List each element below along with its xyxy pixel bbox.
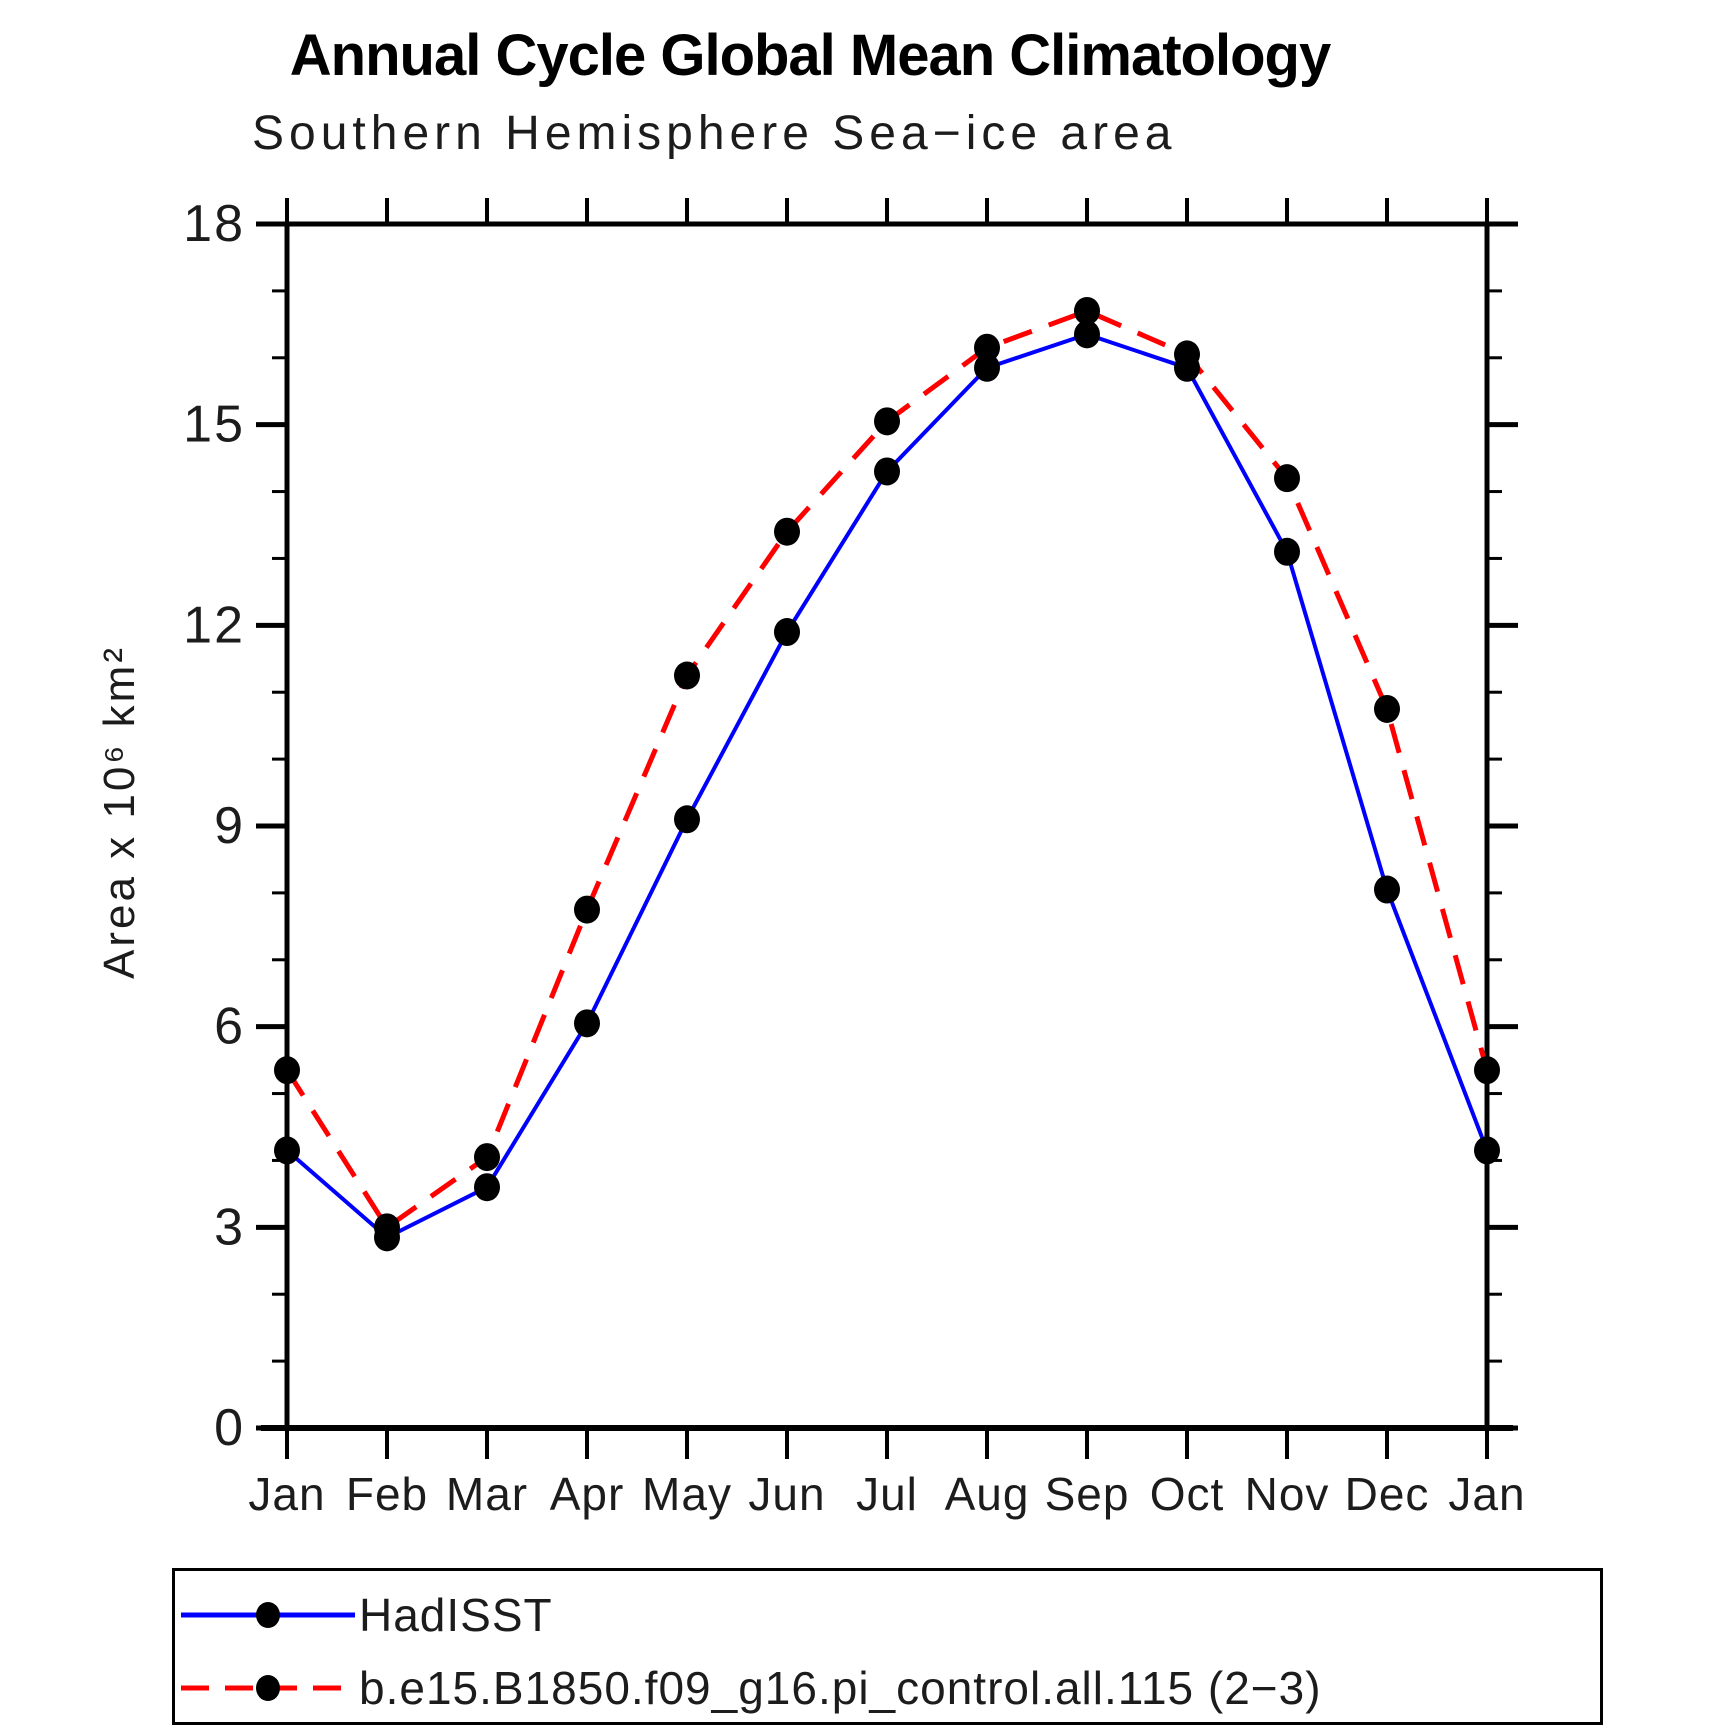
data-point-marker [474, 1173, 500, 1202]
data-point-marker [1274, 464, 1300, 493]
series-markers-hadisst [274, 320, 1500, 1252]
y-tick-label: 3 [214, 1198, 245, 1256]
chart-subtitle: Southern Hemisphere Sea−ice area [252, 107, 1177, 160]
data-point-marker [674, 805, 700, 834]
series-markers-model [274, 296, 1500, 1242]
legend-box: HadISST b.e15.B1850.f09_g16.pi_control.a… [172, 1568, 1603, 1725]
data-point-marker [1474, 1136, 1500, 1165]
legend-row-model: b.e15.B1850.f09_g16.pi_control.all.115 (… [175, 1658, 1322, 1718]
x-axis-ticks [285, 198, 1489, 1459]
y-tick-label: 18 [183, 195, 245, 253]
data-point-marker [1074, 320, 1100, 349]
x-tick-label: Mar [446, 1468, 528, 1520]
legend-row-hadisst: HadISST [175, 1585, 553, 1645]
y-tick-label: 0 [214, 1399, 245, 1457]
x-tick-label: Jun [748, 1468, 825, 1520]
legend-marker-dot [256, 1602, 280, 1628]
y-tick-label: 12 [183, 596, 245, 654]
y-tick-label: 9 [214, 797, 245, 855]
x-tick-label: May [642, 1468, 732, 1520]
y-axis-ticks [256, 221, 1518, 1431]
data-point-marker [774, 618, 800, 647]
data-point-marker [274, 1136, 300, 1165]
series-line-model [284, 308, 1490, 1231]
y-tick-labels: 0 3 6 9 12 15 18 [183, 195, 245, 1457]
x-tick-label: Nov [1245, 1468, 1330, 1520]
data-point-marker [1074, 296, 1100, 325]
data-point-marker [874, 457, 900, 486]
data-point-marker [1374, 875, 1400, 904]
x-tick-label: Jan [248, 1468, 325, 1520]
x-tick-label: Jul [856, 1468, 918, 1520]
data-point-marker [574, 895, 600, 924]
y-tick-label: 15 [183, 396, 245, 454]
x-tick-label: Dec [1345, 1468, 1430, 1520]
data-point-marker [1474, 1056, 1500, 1085]
chart-title: Annual Cycle Global Mean Climatology [289, 23, 1331, 88]
x-tick-label: Aug [945, 1468, 1030, 1520]
y-tick-label: 6 [214, 998, 245, 1056]
data-point-marker [574, 1009, 600, 1038]
plot-frame [284, 221, 1490, 1431]
x-tick-labels: Jan Feb Mar Apr May Jun Jul Aug Sep Oct Nov Dec Jan [248, 1468, 1525, 1520]
legend-label-hadisst: HadISST [359, 1589, 553, 1641]
data-point-marker [274, 1056, 300, 1085]
x-tick-label: Apr [550, 1468, 625, 1520]
legend-sample-line-dashed [181, 1675, 355, 1701]
data-point-marker [1374, 694, 1400, 723]
legend-sample-line-solid [181, 1602, 355, 1628]
data-point-marker [1274, 537, 1300, 566]
data-point-marker [1174, 340, 1200, 369]
data-point-marker [974, 333, 1000, 362]
data-point-marker [374, 1213, 400, 1242]
x-tick-label: Sep [1045, 1468, 1130, 1520]
x-tick-label: Oct [1150, 1468, 1225, 1520]
data-point-marker [774, 517, 800, 546]
data-point-marker [974, 353, 1000, 382]
legend-label-model: b.e15.B1850.f09_g16.pi_control.all.115 (… [359, 1662, 1322, 1714]
data-point-marker [874, 407, 900, 436]
x-tick-label: Jan [1448, 1468, 1525, 1520]
x-tick-label: Feb [346, 1468, 428, 1520]
data-point-marker [674, 661, 700, 690]
data-point-marker [474, 1143, 500, 1172]
legend-marker-dot [256, 1675, 280, 1701]
